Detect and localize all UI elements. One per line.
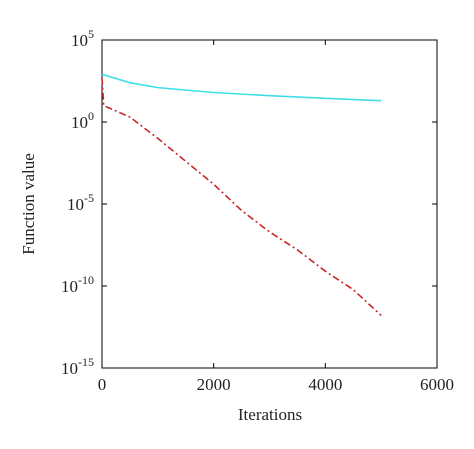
x-axis-label: Iterations [238, 405, 302, 424]
y-axis-label: Function value [19, 153, 38, 255]
line-series [101, 73, 382, 102]
x-tick-label: 6000 [420, 375, 454, 394]
x-tick-label: 4000 [308, 375, 342, 394]
y-tick-label: 100 [71, 109, 94, 132]
y-tick-label: 10-15 [61, 355, 94, 378]
x-tick-label: 2000 [197, 375, 231, 394]
y-tick-label: 10-5 [67, 191, 94, 214]
plot-frame [101, 39, 438, 369]
line-series [101, 77, 382, 317]
y-tick-label: 105 [71, 27, 94, 50]
y-tick-label: 10-10 [61, 273, 94, 296]
x-tick-label: 0 [98, 375, 107, 394]
